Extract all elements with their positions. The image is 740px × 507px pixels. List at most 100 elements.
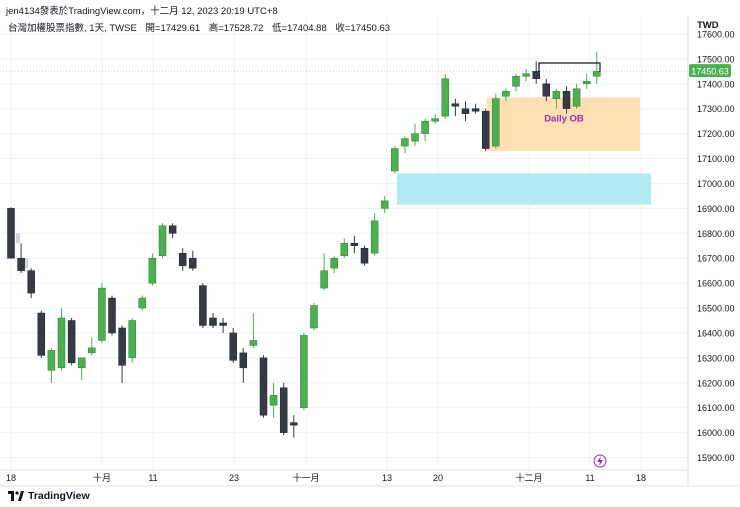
candle (158, 223, 167, 259)
candle (360, 245, 369, 266)
candle-body (582, 81, 591, 85)
candle-body (310, 305, 318, 329)
candle-body (269, 394, 278, 406)
candle-body (492, 98, 500, 147)
ghost-bar (16, 233, 20, 244)
last-price-badge (689, 64, 731, 78)
tradingview-brand[interactable]: TradingView (8, 490, 90, 502)
candle-body (542, 83, 551, 97)
candlestick-series (7, 51, 601, 438)
candle-body (138, 297, 147, 309)
candle-body (290, 422, 298, 426)
candle (350, 235, 359, 254)
y-tick-label: 16100.00 (697, 403, 735, 413)
ghost-bar (24, 258, 28, 269)
candle-body (168, 225, 177, 234)
candle-body (199, 285, 207, 326)
candle-body (27, 270, 35, 294)
candle-body (239, 352, 248, 369)
candle (128, 318, 136, 363)
candle (552, 88, 561, 109)
candle (512, 73, 520, 92)
y-tick-label: 16300.00 (697, 353, 735, 363)
candle (593, 51, 601, 84)
y-tick-label: 17100.00 (697, 154, 735, 164)
candle-body (219, 322, 227, 326)
candle-body (421, 120, 429, 134)
candle (370, 213, 379, 256)
blue-zone (397, 173, 651, 205)
y-tick-label: 17600.00 (697, 29, 735, 39)
x-tick-label: 18 (636, 473, 646, 483)
candle (259, 355, 268, 418)
candle-body (209, 317, 217, 326)
candle (47, 347, 56, 383)
candle-body (148, 257, 157, 284)
candle (441, 73, 450, 119)
y-tick-label: 16400.00 (697, 328, 735, 338)
daily-ob-label: Daily OB (544, 114, 584, 125)
x-tick-label: 13 (382, 473, 392, 483)
candle (562, 86, 571, 114)
candle (279, 382, 288, 436)
candle-body (259, 357, 268, 416)
x-tick-label: 11 (585, 473, 594, 483)
candle-body (471, 108, 480, 112)
ohlc-close: 收=17450.63 (335, 23, 391, 34)
candle (148, 253, 157, 286)
candle-body (350, 242, 359, 246)
candle (290, 415, 298, 438)
candle-body (532, 71, 540, 80)
candle (532, 61, 540, 84)
candle (249, 313, 258, 348)
candle (391, 146, 399, 174)
candle (330, 255, 338, 274)
ohlc-open: 開=17429.61 (145, 23, 201, 34)
ohlc-high: 高=17528.72 (208, 23, 264, 34)
x-tick-label: 十一月 (292, 472, 319, 483)
y-tick-label: 16500.00 (697, 304, 735, 314)
candle (229, 327, 237, 363)
y-tick-label: 16000.00 (697, 428, 735, 438)
candle (572, 83, 581, 109)
y-tick-label: 16800.00 (697, 229, 735, 239)
candle (219, 318, 227, 333)
currency-label[interactable]: TWD (697, 20, 719, 31)
candle (340, 238, 349, 259)
y-tick-label: 17500.00 (697, 54, 735, 64)
candle (77, 357, 86, 381)
y-tick-label: 16200.00 (697, 378, 735, 388)
candle-body (441, 78, 450, 117)
candle (199, 283, 207, 328)
candle-body (108, 297, 116, 334)
candle-body (320, 270, 328, 289)
candle (118, 325, 126, 383)
ohlc-low: 低=17404.88 (272, 23, 327, 34)
candle-body (249, 340, 258, 346)
y-tick-label: 17300.00 (697, 104, 735, 114)
candle-body (178, 252, 187, 266)
candle (431, 113, 439, 124)
candle (542, 78, 551, 102)
x-tick-label: 18 (6, 473, 16, 483)
chart-zones (397, 97, 651, 205)
chart-axes: 17600.00 17500.00 17400.00 17300.00 17200.00… (0, 14, 740, 487)
x-tick-label: 十月 (93, 472, 111, 483)
candle-body (88, 347, 96, 354)
candle-body (401, 138, 409, 147)
candle (421, 118, 429, 142)
candle (189, 250, 197, 271)
candle (310, 303, 318, 331)
publisher-credit: jen4134發表於TradingView.com，十二月 12, 2023 2… (6, 6, 278, 17)
y-tick-label: 16700.00 (697, 254, 735, 264)
candle-body (340, 242, 349, 256)
candle-body (98, 287, 106, 341)
last-price-value: 17450.63 (691, 67, 729, 77)
candle-body (77, 357, 86, 369)
candle-body (279, 387, 288, 433)
candle-body (7, 208, 15, 259)
candle (502, 88, 510, 102)
tradingview-logo-icon (8, 491, 24, 501)
candle (67, 318, 76, 366)
